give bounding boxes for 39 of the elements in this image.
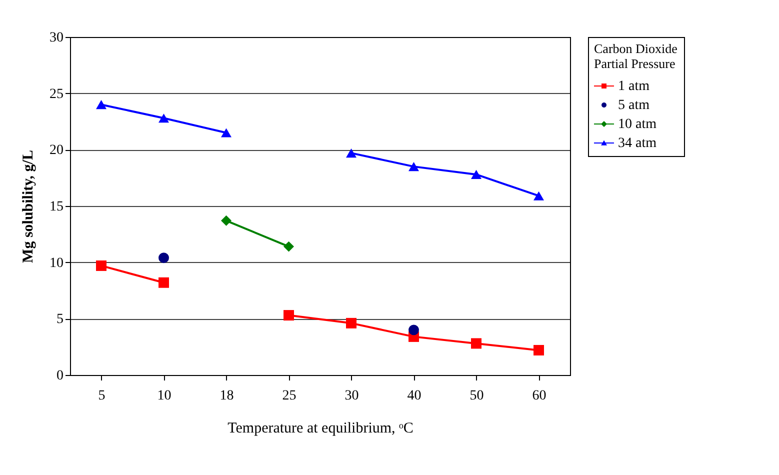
point (534, 344, 544, 356)
y-tick-label: 5 (56, 312, 64, 328)
point (158, 114, 169, 123)
y-tick-label: 15 (50, 200, 64, 214)
y-tick-label: 20 (50, 143, 64, 158)
point (471, 338, 482, 349)
point (96, 260, 106, 271)
point (408, 162, 419, 172)
point (346, 148, 356, 158)
legend-title: Carbon Dioxide Partial Pressure (594, 41, 678, 71)
point (534, 191, 544, 200)
x-tick-label: 10 (157, 388, 172, 404)
point (158, 277, 169, 288)
point (408, 324, 419, 336)
point (158, 252, 169, 264)
point (284, 241, 294, 252)
y-tick-label: 10 (50, 256, 64, 271)
x-tick-label: 50 (470, 388, 484, 404)
y-tick-label: 25 (50, 86, 64, 102)
y-tick-label: 30 (50, 30, 64, 46)
x-axis-title: Temperature at equilibrium, ᵒC (228, 420, 414, 436)
x-tick-label: 18 (220, 388, 234, 404)
legend-label: 1 atm (618, 79, 650, 94)
x-tick-label: 40 (407, 388, 422, 404)
x-tick-label: 25 (282, 388, 296, 404)
legend-label: 10 atm (618, 117, 657, 132)
point (346, 318, 356, 328)
legend-label: 34 atm (618, 136, 657, 151)
y-axis-title: Mg solubility, g/L (20, 150, 36, 263)
point (221, 128, 232, 138)
y-tick-label: 0 (56, 368, 64, 384)
x-tick-label: 5 (98, 388, 106, 404)
x-tick-label: 60 (532, 388, 546, 404)
point (221, 215, 232, 226)
legend-label: 5 atm (618, 98, 650, 113)
point (471, 170, 482, 179)
x-tick-label: 30 (344, 388, 359, 404)
point (284, 310, 294, 321)
point (96, 100, 106, 110)
